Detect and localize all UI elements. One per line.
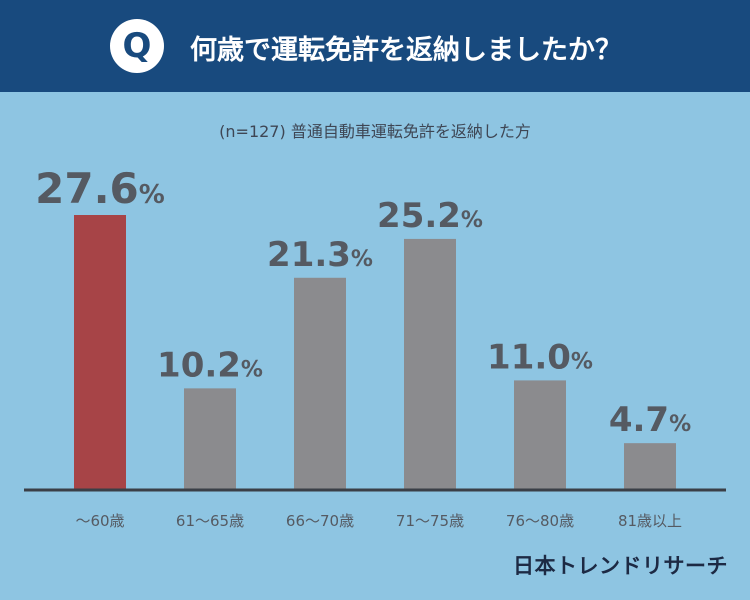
category-label-5: 81歳以上 bbox=[618, 512, 682, 530]
value-label-4: 11.0% bbox=[487, 337, 593, 377]
question-title: 何歳で運転免許を返納しましたか？ bbox=[190, 35, 622, 66]
category-label-2: 66～70歳 bbox=[286, 512, 354, 530]
bar-5 bbox=[624, 443, 676, 490]
bar-4 bbox=[514, 380, 566, 490]
category-label-1: 61～65歳 bbox=[176, 512, 244, 530]
chart-subtitle: (n=127) 普通自動車運転免許を返納した方 bbox=[219, 122, 531, 141]
value-label-1: 10.2% bbox=[157, 345, 263, 385]
header-bar: Q 何歳で運転免許を返納しましたか？ bbox=[0, 0, 750, 92]
category-label-3: 71～75歳 bbox=[396, 512, 464, 530]
value-label-2: 21.3% bbox=[267, 235, 373, 275]
brand-logo: 日本トレンドリサーチ bbox=[513, 554, 728, 578]
value-label-0: 27.6% bbox=[35, 164, 165, 213]
bar-1 bbox=[184, 388, 236, 490]
category-label-0: ～60歳 bbox=[75, 512, 124, 530]
bar-2 bbox=[294, 277, 346, 490]
category-label-4: 76～80歳 bbox=[506, 512, 574, 530]
value-label-3: 25.2% bbox=[377, 196, 483, 236]
bar-0 bbox=[74, 215, 126, 490]
value-label-5: 4.7% bbox=[609, 400, 691, 440]
question-badge: Q bbox=[110, 19, 164, 73]
bar-3 bbox=[404, 238, 456, 490]
